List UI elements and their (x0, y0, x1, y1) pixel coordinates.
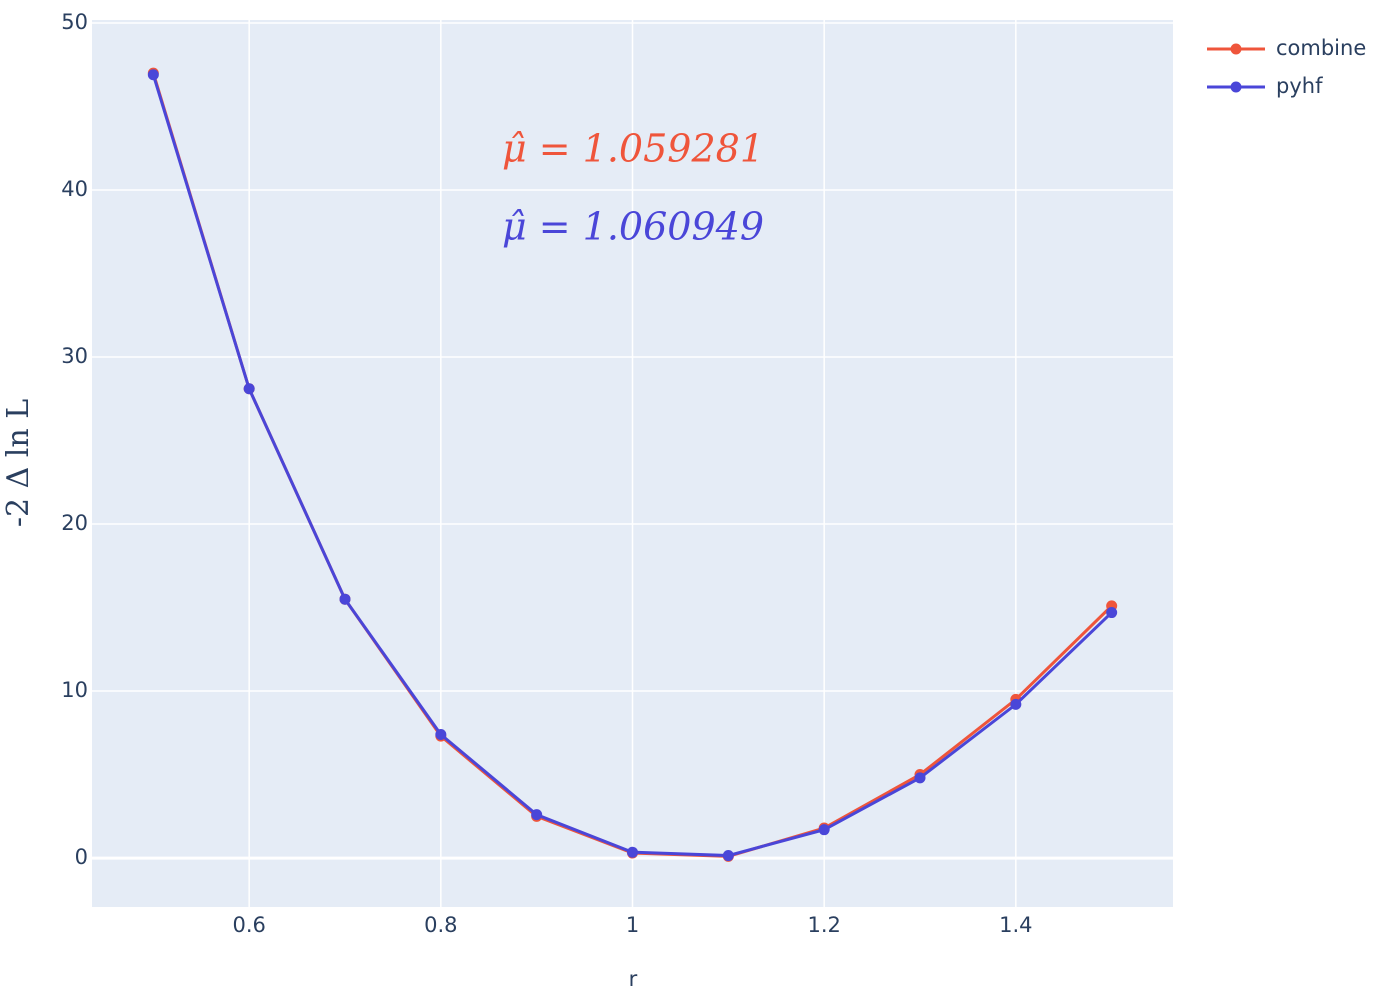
y-tick-label: 10 (61, 678, 88, 702)
marker (339, 593, 351, 605)
marker (147, 69, 159, 81)
marker (914, 772, 926, 784)
marker (243, 383, 255, 395)
annotation: μ̂ = 1.060949 (502, 205, 764, 249)
marker (531, 809, 543, 821)
marker (1010, 698, 1022, 710)
marker (627, 846, 638, 858)
y-tick-label: 0 (75, 845, 88, 869)
marker (435, 728, 447, 740)
legend-label: pyhf (1276, 74, 1323, 98)
x-tick-label: 1 (626, 913, 639, 937)
x-axis-label: r (629, 967, 638, 991)
y-tick-label: 50 (61, 10, 88, 34)
y-tick-label: 30 (61, 344, 88, 368)
x-tick-label: 0.6 (232, 913, 265, 937)
x-tick-label: 1.4 (999, 913, 1032, 937)
marker (722, 850, 734, 862)
y-tick-label: 20 (61, 511, 88, 535)
marker (1106, 607, 1118, 619)
y-axis-label: -2 Δ ln L (1, 399, 36, 527)
legend-marker (1230, 81, 1242, 93)
legend-label: combine (1276, 36, 1366, 60)
marker (818, 824, 830, 836)
annotation: μ̂ = 1.059281 (502, 127, 764, 171)
legend-marker (1230, 43, 1242, 55)
x-tick-label: 0.8 (424, 913, 457, 937)
y-tick-label: 40 (61, 177, 88, 201)
x-tick-label: 1.2 (807, 913, 840, 937)
